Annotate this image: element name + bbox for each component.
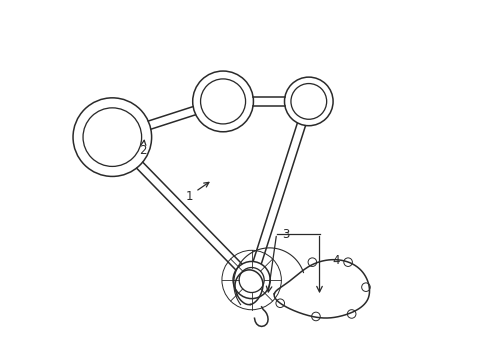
Text: 2: 2 <box>139 140 146 157</box>
Text: 1: 1 <box>185 183 208 203</box>
Text: 4: 4 <box>331 254 339 267</box>
Text: 3: 3 <box>281 228 289 241</box>
